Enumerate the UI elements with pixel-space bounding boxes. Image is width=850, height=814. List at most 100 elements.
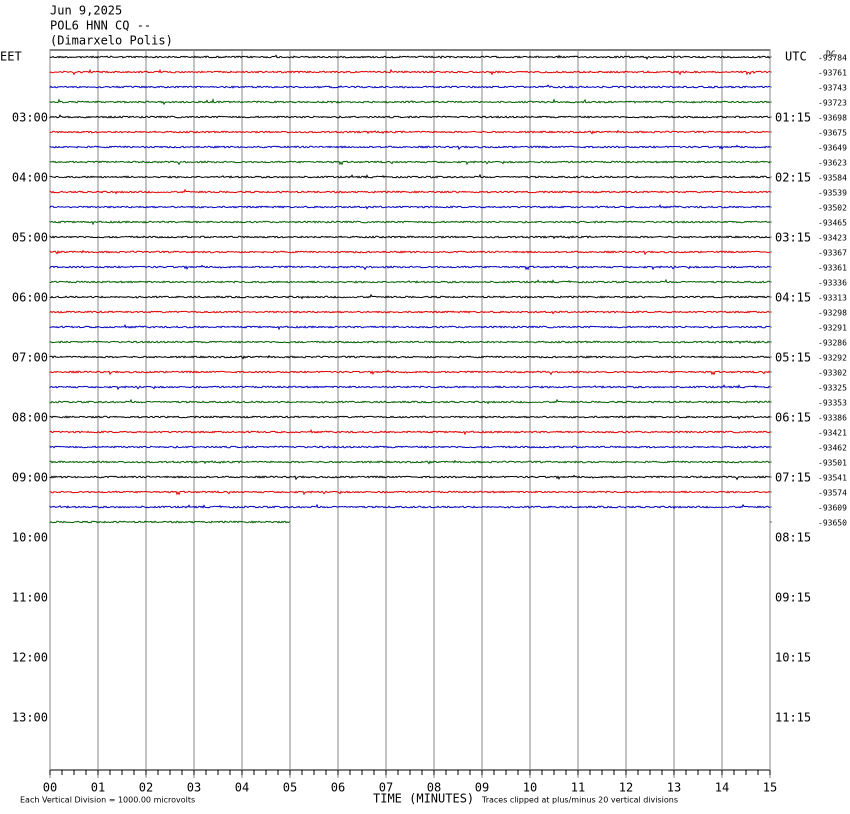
x-tick-label: 02 [139,781,153,795]
left-tick-label: 08:00 [12,411,48,425]
trace [49,445,771,449]
x-tick-label: 07 [379,781,393,795]
trace-offset-label: -93298 [818,309,847,318]
trace-offset-label: -93698 [818,114,847,123]
trace [49,429,771,436]
right-tick-label: 06:15 [775,411,811,425]
trace-offset-label: -93462 [818,444,847,453]
x-axis-label: TIME (MINUTES) [373,792,474,806]
x-tick-label: 13 [667,781,681,795]
trace-offset-label: -93423 [818,234,847,243]
trace [49,293,771,300]
trace [49,160,771,166]
trace [49,68,771,76]
trace [49,144,771,151]
x-tick-label: 12 [619,781,633,795]
trace-offset-label: -93761 [818,69,847,78]
trace-offset-label: -93313 [818,294,847,303]
trace-offset-label: -93291 [818,324,847,333]
title-line: Jun 9,2025 [50,4,122,18]
trace [49,520,291,524]
trace [49,173,771,179]
trace-offset-label: -93325 [818,384,847,393]
trace [49,54,771,60]
trace-offset-label: -93609 [818,504,847,513]
left-tick-label: 07:00 [12,351,48,365]
x-tick-label: 00 [43,781,57,795]
left-tick-label: 03:00 [12,111,48,125]
trace-offset-label: -93743 [818,84,847,93]
x-tick-label: 09 [475,781,489,795]
left-tick-label: 09:00 [12,471,48,485]
right-tick-label: 02:15 [775,171,811,185]
right-tick-label: 10:15 [775,651,811,665]
x-tick-label: 11 [571,781,585,795]
right-tick-label: 07:15 [775,471,811,485]
trace-offset-label: -93286 [818,339,847,348]
trace-offset-label: -93584 [818,174,847,183]
x-tick-label: 01 [91,781,105,795]
x-tick-label: 10 [523,781,537,795]
left-tick-label: 13:00 [12,711,48,725]
left-axis-label: EET [0,50,22,64]
x-tick-label: 03 [187,781,201,795]
trace-offset-label: -93421 [818,429,847,438]
trace-offset-label: -93361 [818,264,847,273]
title-line: POL6 HNN CQ -- [50,19,151,33]
trace-offset-label: -93367 [818,249,847,258]
trace [49,459,771,465]
offset-axis-label: DC [826,50,836,59]
trace-offset-label: -93502 [818,204,847,213]
trace-offset-label: -93302 [818,369,847,378]
left-tick-label: 11:00 [12,591,48,605]
trace-offset-label: -93784 [818,54,847,63]
trace-offset-label: -93539 [818,189,847,198]
trace [49,340,771,345]
trace [49,235,771,240]
clip-note: Traces clipped at plus/minus 20 vertical… [481,796,678,805]
trace-offset-label: -93353 [818,399,847,408]
x-tick-label: 14 [715,781,729,795]
trace [49,114,771,119]
trace [49,354,771,360]
trace-offset-label: -93675 [818,129,847,138]
trace-offset-label: -93650 [818,519,847,528]
right-tick-label: 01:15 [775,111,811,125]
trace [49,384,771,391]
trace-offset-label: -93386 [818,414,847,423]
left-tick-label: 06:00 [12,291,48,305]
title-line: (Dimarxelo Polis) [50,34,173,48]
right-tick-label: 11:15 [775,711,811,725]
x-tick-label: 08 [427,781,441,795]
trace [49,474,771,481]
left-tick-label: 12:00 [12,651,48,665]
trace [49,415,771,420]
trace-offset-label: -93541 [818,474,847,483]
trace [49,220,771,226]
trace [49,369,771,376]
trace [49,204,771,210]
trace [49,188,771,195]
right-tick-label: 08:15 [775,531,811,545]
right-tick-label: 04:15 [775,291,811,305]
trace-offset-label: -93574 [818,489,847,498]
x-tick-label: 15 [763,781,777,795]
trace-offset-label: -93649 [818,144,847,153]
trace-offset-label: -93465 [818,219,847,228]
trace-offset-label: -93501 [818,459,847,468]
trace [49,264,771,271]
trace [49,398,771,405]
trace [49,249,771,256]
left-tick-label: 10:00 [12,531,48,545]
right-tick-label: 05:15 [775,351,811,365]
x-tick-label: 05 [283,781,297,795]
trace [49,129,771,135]
trace-offset-label: -93623 [818,159,847,168]
trace [49,310,771,315]
trace [49,503,771,510]
right-axis-label: UTC [785,50,807,64]
trace-offset-label: -93292 [818,354,847,363]
right-tick-label: 09:15 [775,591,811,605]
